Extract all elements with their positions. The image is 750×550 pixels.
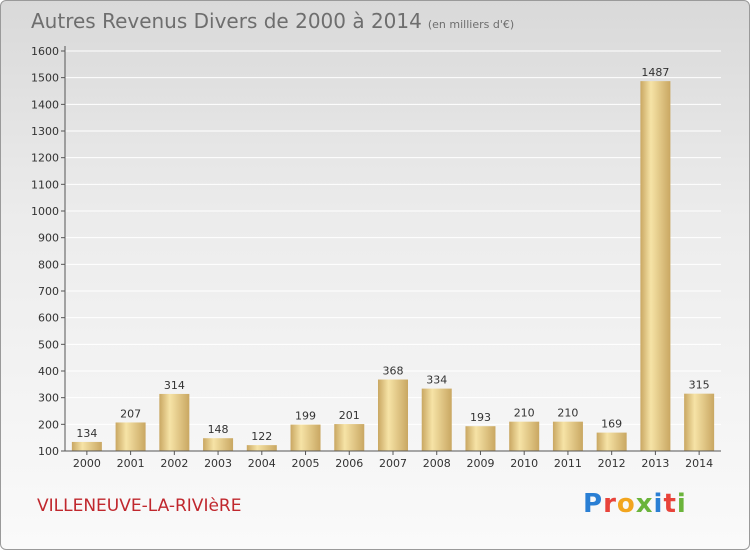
logo-letter: x — [635, 489, 654, 519]
x-tick-label: 2002 — [160, 457, 188, 470]
logo-letter: i — [653, 489, 664, 519]
x-tick-label: 2012 — [598, 457, 626, 470]
y-tick-label: 1600 — [31, 45, 59, 58]
y-tick-label: 600 — [38, 312, 59, 325]
data-label: 169 — [601, 418, 622, 431]
y-tick-label: 300 — [38, 392, 59, 405]
x-tick-label: 2009 — [466, 457, 494, 470]
x-tick-label: 2003 — [204, 457, 232, 470]
bar-2010 — [509, 421, 540, 451]
chart-title: Autres Revenus Divers de 2000 à 2014 (en … — [31, 9, 514, 33]
data-label: 193 — [470, 411, 491, 424]
y-tick-label: 500 — [38, 338, 59, 351]
y-tick-label: 700 — [38, 285, 59, 298]
data-label: 315 — [689, 379, 710, 392]
bar-2001 — [115, 422, 146, 451]
bar-2008 — [421, 388, 452, 451]
y-tick-label: 900 — [38, 232, 59, 245]
axes — [61, 46, 721, 455]
bar-2011 — [552, 421, 583, 451]
y-tick-label: 100 — [38, 445, 59, 458]
data-label: 199 — [295, 410, 316, 423]
x-tick-label: 2006 — [335, 457, 363, 470]
chart-subtitle: (en milliers d'€) — [427, 18, 515, 31]
y-tick-label: 800 — [38, 258, 59, 271]
x-tick-label: 2008 — [423, 457, 451, 470]
y-tick-label: 1000 — [31, 205, 59, 218]
y-tick-label: 1300 — [31, 125, 59, 138]
data-label: 134 — [76, 427, 97, 440]
data-label: 1487 — [641, 66, 669, 79]
y-tick-label: 1400 — [31, 98, 59, 111]
proxiti-logo: Proxiti — [583, 489, 687, 519]
x-tick-label: 2005 — [292, 457, 320, 470]
y-tick-label: 1200 — [31, 152, 59, 165]
x-tick-label: 2007 — [379, 457, 407, 470]
y-tick-label: 400 — [38, 365, 59, 378]
data-label: 368 — [383, 365, 404, 378]
y-tick-label: 1500 — [31, 72, 59, 85]
logo-letter: P — [583, 489, 604, 519]
data-label: 210 — [514, 407, 535, 420]
tick-labels: 100 200 300 400 500 600 700 800 900 1000 1100 1200 1… — [31, 45, 713, 470]
x-tick-label: 2001 — [117, 457, 145, 470]
data-label: 334 — [426, 374, 447, 387]
x-tick-label: 2013 — [641, 457, 669, 470]
chart-title-text: Autres Revenus Divers de 2000 à 2014 — [31, 9, 422, 33]
data-label: 148 — [208, 423, 229, 436]
logo-letter: r — [603, 489, 617, 519]
data-label: 201 — [339, 409, 360, 422]
y-tick-label: 1100 — [31, 178, 59, 191]
bar-2005 — [290, 424, 321, 451]
data-label: 210 — [557, 407, 578, 420]
commune-name: VILLENEUVE-LA-RIVIèRE — [37, 496, 242, 516]
logo-letter: o — [616, 489, 636, 519]
data-label: 314 — [164, 379, 185, 392]
bar-2007 — [378, 379, 408, 451]
bar-2004 — [246, 445, 277, 451]
x-tick-label: 2014 — [685, 457, 713, 470]
logo-letter: t — [663, 489, 677, 519]
logo-letter: i — [676, 489, 687, 519]
x-tick-label: 2004 — [248, 457, 276, 470]
data-label: 207 — [120, 407, 141, 420]
data-label: 122 — [251, 430, 272, 443]
y-tick-label: 200 — [38, 418, 59, 431]
x-tick-label: 2010 — [510, 457, 538, 470]
x-tick-label: 2011 — [554, 457, 582, 470]
x-tick-label: 2000 — [73, 457, 101, 470]
bar-2003 — [203, 438, 234, 451]
bar-2009 — [465, 426, 496, 451]
bar-2006 — [334, 424, 365, 451]
bars — [71, 81, 715, 451]
bar-2000 — [71, 441, 102, 451]
bar-2002 — [159, 393, 190, 451]
bar-2012 — [596, 432, 627, 451]
bar-2014 — [684, 393, 715, 451]
bar-2013 — [640, 81, 671, 451]
